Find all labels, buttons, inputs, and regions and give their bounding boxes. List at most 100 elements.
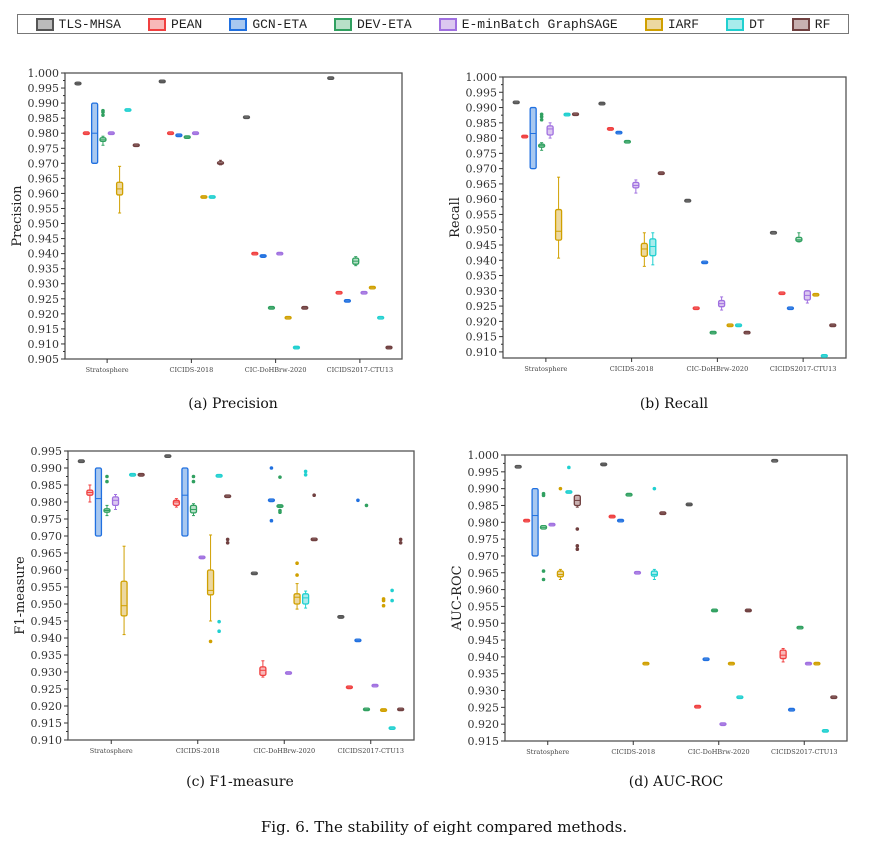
x-tick-label: Stratosphere	[526, 748, 569, 756]
outlier-point	[191, 474, 196, 479]
box-rf	[744, 608, 752, 613]
y-tick-label: 0.935	[466, 270, 498, 283]
box	[556, 570, 565, 578]
y-tick-label: 1.000	[466, 71, 498, 84]
legend-swatch	[148, 17, 167, 31]
y-tick-label: 0.980	[28, 127, 60, 140]
box	[301, 593, 310, 605]
box-dt	[649, 232, 657, 266]
box-pean	[335, 290, 343, 295]
legend-item: IARF	[644, 16, 700, 32]
box-e-minbatch-graphsage	[111, 494, 120, 510]
box-dev-eta	[189, 474, 198, 517]
y-tick-label: 0.995	[31, 445, 63, 458]
box-iarf	[368, 285, 377, 290]
box-rf	[385, 345, 393, 350]
y-tick-label: 0.990	[466, 102, 498, 115]
y-tick-label: 0.935	[468, 668, 500, 681]
outlier-point	[269, 466, 274, 470]
box-tls-mhsa	[771, 458, 779, 463]
y-tick-label: 0.925	[28, 293, 60, 306]
box-gcn-eta	[94, 467, 103, 537]
legend-swatch	[229, 17, 248, 31]
y-axis-label: Precision	[10, 185, 25, 247]
box	[172, 499, 181, 507]
box	[779, 649, 787, 660]
outlier-point	[295, 573, 299, 577]
y-tick-label: 0.940	[468, 651, 500, 664]
y-tick-label: 0.945	[31, 615, 63, 628]
caption-precision: (a) Precision	[188, 396, 278, 412]
box-tls-mhsa	[598, 101, 606, 106]
outlier-point	[101, 108, 105, 113]
box	[94, 467, 103, 537]
y-tick-label: 0.930	[28, 278, 60, 291]
y-tick-label: 0.985	[468, 499, 500, 512]
y-tick-label: 0.950	[28, 218, 60, 231]
legend-label: IARF	[667, 16, 700, 32]
box-tls-mhsa	[769, 230, 778, 235]
legend-label: PEAN	[171, 16, 203, 32]
outlier-point	[567, 465, 571, 470]
box-dt	[563, 112, 571, 117]
y-tick-label: 0.980	[466, 132, 498, 145]
legend-item: RF	[791, 16, 831, 32]
box-gcn-eta	[90, 102, 99, 164]
box-tls-mhsa	[337, 615, 345, 619]
box-e-minbatch-graphsage	[632, 179, 640, 194]
box-e-minbatch-graphsage	[548, 522, 556, 527]
legend-label: RF	[814, 16, 831, 32]
box-e-minbatch-graphsage	[107, 131, 115, 136]
outlier-point	[539, 117, 544, 122]
axes-frame	[64, 72, 403, 360]
box-iarf	[813, 661, 821, 666]
legend-label: DEV-ETA	[357, 16, 412, 32]
box-dev-eta	[183, 135, 191, 140]
outlier-point	[398, 537, 403, 542]
box-dev-eta	[103, 474, 111, 517]
outlier-point	[105, 474, 109, 479]
box	[554, 208, 563, 241]
box-dt	[821, 729, 830, 733]
box-dt	[820, 353, 828, 358]
box-dt	[565, 465, 573, 494]
box-dev-eta	[795, 232, 803, 243]
box-dev-eta	[537, 112, 546, 151]
box-iarf	[200, 195, 208, 199]
box-pean	[608, 514, 616, 519]
box-tls-mhsa	[600, 462, 608, 467]
y-tick-label: 0.925	[466, 300, 498, 313]
box-tls-mhsa	[242, 115, 251, 120]
legend-swatch	[334, 17, 353, 31]
box-dev-eta	[709, 330, 717, 335]
y-tick-label: 0.945	[466, 239, 498, 252]
box-dev-eta	[276, 475, 284, 514]
box-rf	[743, 330, 751, 335]
y-tick-label: 0.915	[28, 323, 60, 336]
legend-item: PEAN	[148, 17, 202, 32]
legend-item: E-minBatch GraphSAGE	[438, 17, 618, 32]
y-tick-label: 0.925	[31, 683, 63, 696]
y-axis-label: AUC-ROC	[450, 565, 465, 631]
y-tick-label: 0.935	[31, 649, 63, 662]
y-tick-label: 0.955	[31, 581, 63, 594]
y-tick-label: 0.910	[31, 734, 63, 747]
outlier-point	[558, 486, 563, 491]
y-tick-label: 1.000	[468, 449, 500, 462]
box-tls-mhsa	[684, 198, 692, 203]
box-dt	[292, 345, 301, 350]
y-tick-label: 0.965	[466, 178, 498, 191]
box	[546, 125, 554, 136]
box	[259, 666, 267, 677]
box-gcn-eta	[616, 518, 625, 523]
y-tick-label: 0.955	[468, 600, 500, 613]
box-gcn-eta	[267, 466, 276, 523]
box-e-minbatch-graphsage	[803, 290, 812, 304]
box-iarf	[556, 486, 565, 580]
y-tick-label: 0.975	[31, 513, 63, 526]
y-tick-label: 0.975	[468, 533, 500, 546]
legend: TLS-MHSA PEAN GCN-ETA DEV-ETA E-minBatch Gra…	[17, 14, 849, 34]
box-tls-mhsa	[74, 81, 82, 86]
box-e-minbatch-graphsage	[804, 661, 813, 666]
legend-item: GCN-ETA	[229, 17, 307, 32]
